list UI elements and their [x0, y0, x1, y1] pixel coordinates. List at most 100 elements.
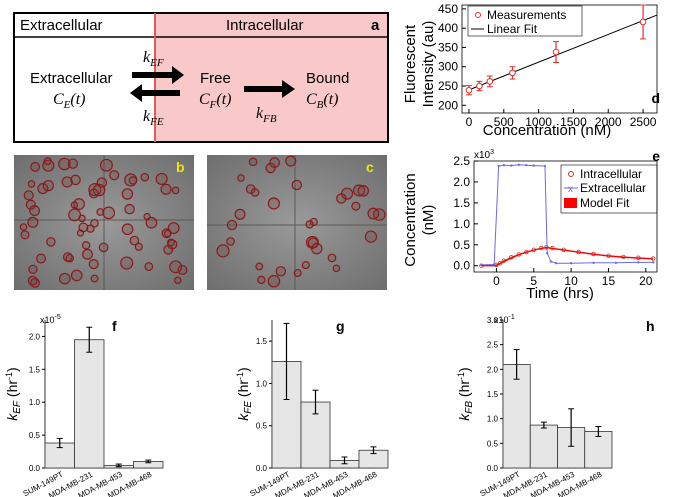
cell-outline: [234, 208, 246, 220]
chart-d-point: [476, 82, 483, 90]
cell-outline: [267, 274, 281, 288]
cell-outline: [70, 269, 83, 282]
legend-frame: [467, 5, 583, 37]
chart-d-xtick-label: 500: [494, 115, 514, 129]
cell-outline: [78, 222, 89, 233]
chart-e-xtick-label: 0: [493, 274, 500, 288]
cell-outline: [155, 172, 168, 186]
cell-outline: [226, 237, 235, 246]
rate-label-ef: kEF: [143, 49, 164, 69]
chart-d-point: [486, 78, 494, 85]
cell-outline: [90, 274, 99, 283]
cell-outline: [98, 242, 109, 253]
chart-e-point-extracellular: [546, 251, 549, 255]
cell-outline: [301, 260, 310, 270]
legend-label-fit: Linear Fit: [487, 22, 538, 36]
cell-outline: [43, 157, 52, 166]
chart-e-point-extracellular: [637, 261, 640, 264]
chart-f-ytick-label: 2.0: [29, 332, 41, 341]
chart-e-point-extracellular: [525, 163, 528, 167]
chart-d-xtick-label: 1000: [525, 115, 552, 129]
cells-c: [216, 155, 386, 288]
chart-d-ytick-label: 300: [438, 60, 458, 74]
cell-outline: [120, 256, 134, 270]
cell-outline: [293, 268, 302, 278]
cell-outline: [265, 162, 276, 174]
panel-b-micrograph: b: [14, 155, 194, 290]
chart-h-ytick-label: 3.0: [487, 316, 499, 325]
cell-outline: [237, 174, 245, 182]
chart-e-point-extracellular: [510, 164, 513, 167]
cell-outline: [42, 179, 54, 192]
panel-label-c: c: [366, 159, 374, 175]
cell-outline: [70, 174, 81, 186]
cell-outline: [109, 170, 120, 181]
panel-label-e: e: [652, 148, 660, 164]
chart-f-ytick-label: 1.0: [29, 398, 41, 407]
legend-label-measurements: Measurements: [487, 8, 566, 22]
cell-outline: [140, 172, 150, 182]
cell-outline: [144, 262, 154, 271]
cell-outline: [68, 208, 82, 222]
cell-outline: [216, 244, 230, 258]
cell-outline: [121, 188, 134, 200]
chart-e-ytick-label: 0.5: [453, 238, 470, 252]
chart-h-bar: [529, 424, 558, 469]
cell-outline: [102, 206, 116, 220]
cell-outline: [124, 203, 135, 215]
panel-label-d: d: [651, 90, 660, 106]
cell-outline: [171, 186, 180, 195]
chart-d-ytick-label: 200: [438, 98, 458, 112]
chart-d-ytick-label: 250: [438, 79, 458, 93]
chart-f-ytick-label: 1.5: [29, 365, 41, 374]
cell-outline: [352, 184, 366, 197]
cell-outline: [37, 182, 49, 195]
chart-e-point-extracellular: [554, 262, 558, 265]
cell-outline: [364, 230, 378, 243]
panel-c-micrograph: c: [207, 155, 387, 290]
legend-swatch-model: [564, 198, 577, 208]
cell-outline: [357, 185, 370, 197]
chart-e-point-extracellular: [543, 164, 547, 168]
panel-a-diagram: Extracellular Intracellular a Extracellu…: [13, 12, 389, 143]
chart-e-multiplier: x103: [474, 149, 494, 161]
cell-outline: [58, 157, 71, 171]
cell-outline: [81, 241, 91, 250]
chart-h-ytick-label: 1.0: [487, 415, 499, 424]
chart-e-ytick-label: 0.0: [453, 259, 470, 273]
cell-outline: [291, 179, 302, 191]
chart-d-point: [465, 86, 473, 94]
chart-d-ytick-label: 350: [438, 40, 458, 54]
chart-d-fit-line: [468, 14, 658, 91]
cell-outline: [332, 264, 341, 273]
chart-e-xtick-label: 20: [639, 274, 653, 288]
chart-d-point: [552, 48, 560, 56]
cell-outline: [160, 183, 172, 195]
legend-marker-intracellular: [568, 171, 574, 177]
cell-outline: [36, 253, 47, 264]
chart-e-xtick-label: 5: [530, 274, 537, 288]
arrow-fb-icon: [244, 80, 295, 98]
chart-d-xtick-label: 0: [466, 115, 473, 129]
chart-d-legend: Measurements Linear Fit: [467, 5, 583, 37]
chart-h-ytick-label: 1.5: [487, 390, 499, 399]
chart-d-ytick-label: 400: [438, 21, 458, 35]
chart-g-ytick-label: 1.0: [256, 379, 268, 388]
cell-outline: [129, 235, 140, 246]
cell-outline: [19, 223, 28, 231]
panel-label-f: f: [112, 318, 117, 334]
cell-outline: [257, 275, 266, 285]
chart-e-ylabel-1: Concentration: [402, 173, 419, 266]
cell-outline: [46, 237, 56, 247]
intracellular-region-label: Intracellular: [226, 17, 304, 34]
panel-e-chart: e x103 Concentration (nM) Time (hrs) Int…: [402, 148, 660, 302]
intracellular-region: [155, 13, 388, 142]
chart-h-ytick-label: 2.0: [487, 365, 499, 374]
panel-label-a: a: [371, 17, 380, 34]
cell-outline: [145, 216, 158, 229]
chart-f-bar: [74, 339, 105, 469]
chart-h-ytick-label: 0.5: [487, 439, 499, 448]
chart-e-point-extracellular: [497, 164, 500, 168]
cell-outline: [86, 224, 95, 233]
chart-f-ylabel: kEF (hr-1): [4, 367, 23, 420]
